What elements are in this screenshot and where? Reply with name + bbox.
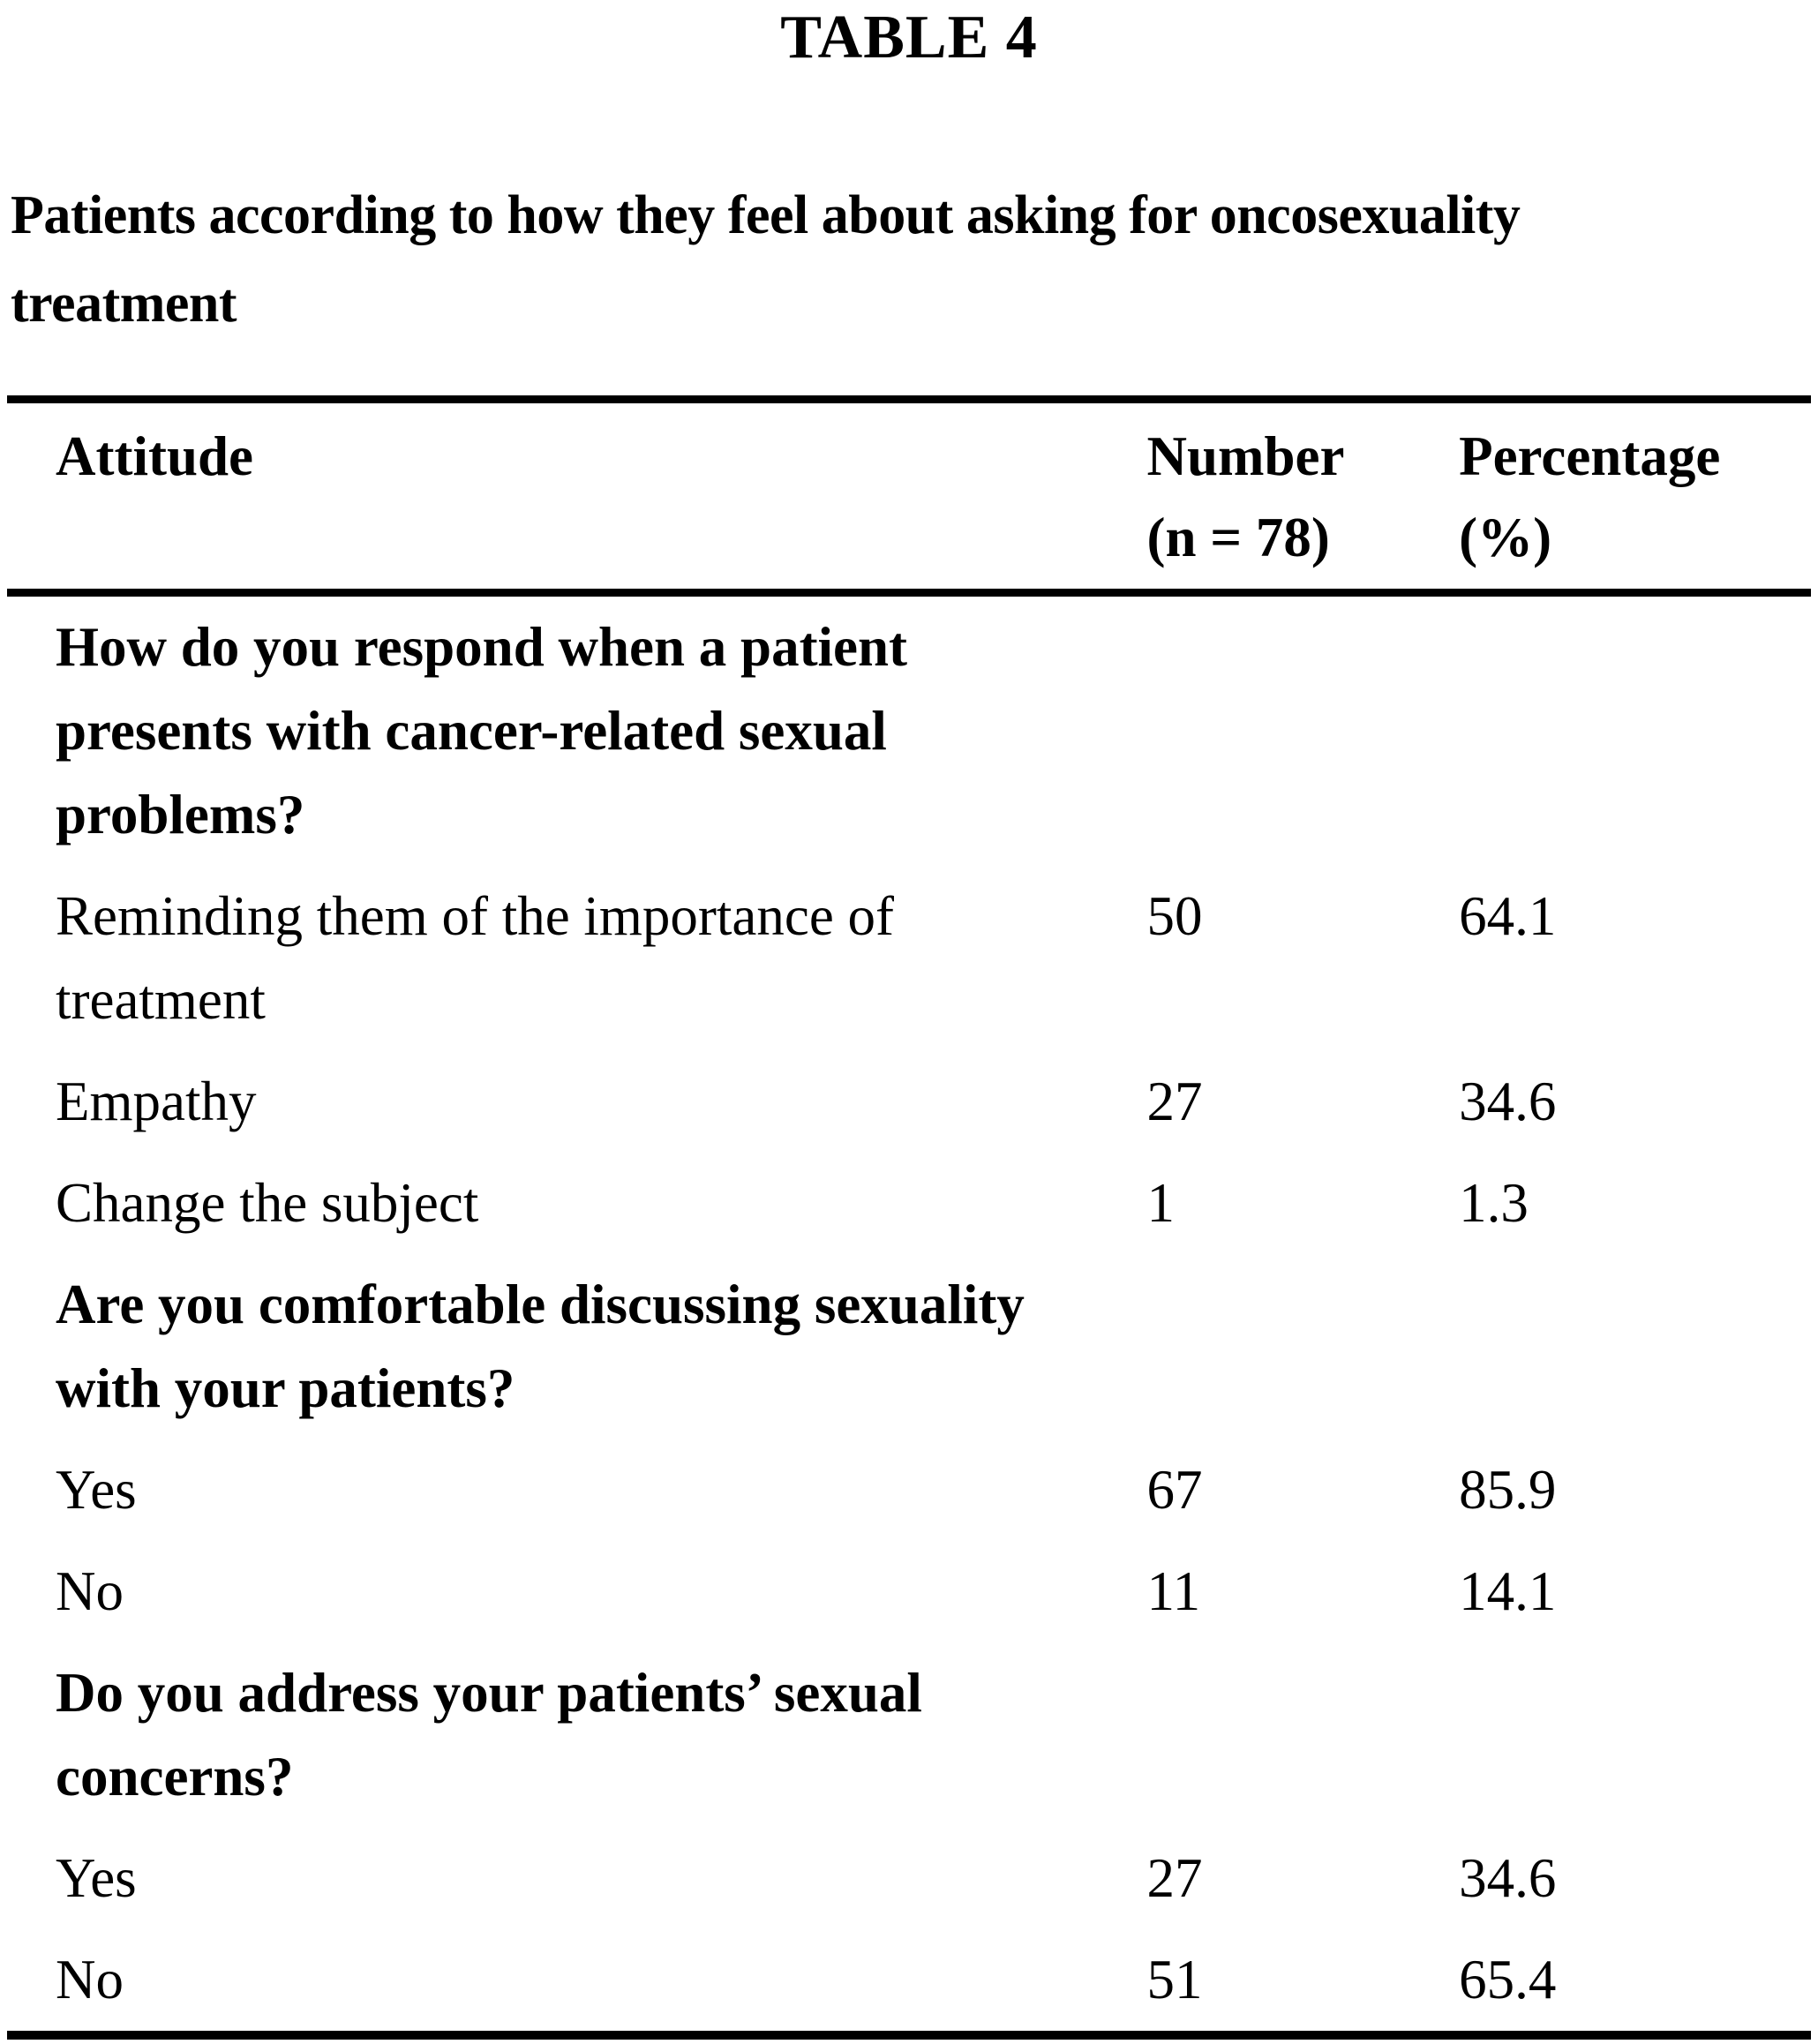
attitude-cell: Yes — [56, 1459, 137, 1521]
column-header-number-sublabel: (n = 78) — [1146, 507, 1330, 568]
number-cell: 27 — [1146, 1071, 1203, 1132]
attitudes-table: Attitude Number (n = 78) Percentage (%) … — [7, 395, 1811, 2040]
attitude-cell: Change the subject — [56, 1172, 479, 1234]
number-cell: 27 — [1146, 1847, 1203, 1909]
percentage-cell: 14.1 — [1459, 1560, 1557, 1622]
attitude-cell: Empathy — [56, 1071, 257, 1132]
percentage-cell: 64.1 — [1459, 885, 1557, 947]
attitude-cell: Do you address your patients’ sexual con… — [56, 1662, 922, 1807]
attitude-cell: No — [56, 1560, 124, 1622]
percentage-cell: 1.3 — [1459, 1172, 1529, 1234]
attitude-cell: Are you comfortable discussing sexuality… — [56, 1274, 1025, 1419]
column-header-number-label: Number — [1146, 425, 1345, 487]
number-cell: 67 — [1146, 1459, 1203, 1521]
column-header-number: Number (n = 78) — [1134, 399, 1447, 597]
number-cell — [1135, 1254, 1447, 1439]
table-number-label: TABLE 4 — [780, 4, 1038, 71]
table-row: Reminding them of the importance of trea… — [7, 866, 1811, 1051]
percentage-cell — [1446, 1642, 1811, 1828]
table-caption: Patients according to how they feel abou… — [0, 171, 1818, 348]
percentage-cell: 34.6 — [1459, 1071, 1557, 1132]
table-body: How do you respond when a patient presen… — [7, 593, 1811, 2036]
percentage-cell: 85.9 — [1459, 1459, 1557, 1521]
table-row: Yes 67 85.9 — [7, 1439, 1811, 1541]
table-row: Empathy 27 34.6 — [7, 1051, 1811, 1153]
number-cell: 11 — [1146, 1560, 1201, 1622]
column-header-percentage-sublabel: (%) — [1459, 507, 1552, 568]
table-caption-line-1: Patients according to how they feel abou… — [11, 185, 1521, 245]
table-header-row: Attitude Number (n = 78) Percentage (%) — [7, 399, 1811, 597]
number-cell — [1135, 1642, 1447, 1828]
percentage-cell: 34.6 — [1459, 1847, 1557, 1909]
table-row: Do you address your patients’ sexual con… — [7, 1642, 1811, 1828]
attitude-cell: Reminding them of the importance of trea… — [56, 885, 895, 1031]
column-header-attitude-label: Attitude — [56, 425, 253, 487]
percentage-cell — [1446, 1254, 1811, 1439]
column-header-attitude: Attitude — [7, 399, 1135, 597]
number-cell: 51 — [1146, 1949, 1203, 2010]
table-header: Attitude Number (n = 78) Percentage (%) — [7, 399, 1811, 597]
attitude-cell: How do you respond when a patient presen… — [56, 616, 908, 845]
table-row: How do you respond when a patient presen… — [7, 593, 1811, 867]
percentage-cell: 65.4 — [1459, 1949, 1557, 2010]
table-row: No 51 65.4 — [7, 1929, 1811, 2035]
table-row: Are you comfortable discussing sexuality… — [7, 1254, 1811, 1439]
number-cell: 1 — [1146, 1172, 1176, 1234]
table-caption-line-2: treatment — [11, 274, 237, 334]
percentage-cell — [1446, 593, 1811, 867]
table-row: No 11 14.1 — [7, 1541, 1811, 1642]
column-header-percentage: Percentage (%) — [1446, 399, 1811, 597]
attitude-cell: Yes — [56, 1847, 137, 1909]
table-row: Change the subject 1 1.3 — [7, 1153, 1811, 1254]
attitude-cell: No — [56, 1949, 124, 2010]
number-cell — [1135, 593, 1447, 867]
number-cell: 50 — [1146, 885, 1203, 947]
column-header-percentage-label: Percentage — [1459, 425, 1721, 487]
table-row: Yes 27 34.6 — [7, 1828, 1811, 1929]
